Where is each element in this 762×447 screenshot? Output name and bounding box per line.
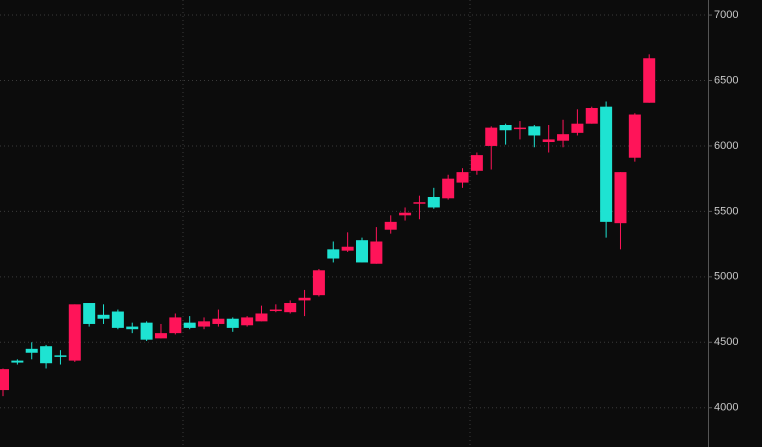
candle-body bbox=[255, 313, 268, 322]
candle-body bbox=[269, 309, 282, 312]
candle-body bbox=[298, 297, 311, 301]
candle-body bbox=[427, 196, 440, 208]
candle-body bbox=[513, 127, 526, 130]
candle-body bbox=[140, 322, 153, 340]
candle-body bbox=[356, 240, 368, 263]
candle-body bbox=[442, 178, 455, 199]
y-tick-label: 4000 bbox=[714, 402, 738, 414]
candle-body bbox=[154, 333, 167, 339]
candle-body bbox=[628, 114, 641, 158]
candle-body bbox=[83, 303, 96, 324]
candle-body bbox=[485, 127, 498, 146]
candle-body bbox=[470, 155, 483, 171]
candle-body bbox=[126, 326, 139, 330]
candle-body bbox=[571, 123, 584, 133]
candle-body bbox=[226, 318, 239, 328]
candle-body bbox=[370, 241, 383, 264]
y-tick-label: 5000 bbox=[714, 271, 738, 283]
candle-body bbox=[25, 348, 38, 353]
candle-body bbox=[614, 172, 627, 224]
candle-body bbox=[499, 125, 512, 131]
candle-body bbox=[413, 202, 426, 204]
candle-body bbox=[40, 346, 53, 364]
candle-body bbox=[111, 311, 124, 328]
y-tick-label: 4500 bbox=[714, 336, 738, 348]
candle-body bbox=[600, 106, 613, 222]
candle-body bbox=[341, 246, 354, 251]
candle-body bbox=[327, 249, 340, 259]
candle-body bbox=[557, 134, 570, 141]
candle-body bbox=[384, 221, 397, 230]
candle-body bbox=[312, 270, 325, 296]
y-tick-label: 6000 bbox=[714, 140, 738, 152]
candle-body bbox=[0, 369, 9, 391]
candle-body bbox=[643, 58, 656, 103]
y-tick-label: 6500 bbox=[714, 74, 738, 86]
candle-body bbox=[542, 139, 555, 143]
y-tick-label: 7000 bbox=[714, 9, 738, 21]
candle-body bbox=[183, 322, 196, 328]
candle-body bbox=[54, 355, 67, 357]
candle-body bbox=[11, 360, 24, 363]
candle-body bbox=[169, 317, 182, 334]
candle-body bbox=[198, 321, 211, 327]
candle-body bbox=[456, 172, 469, 183]
candle-body bbox=[68, 304, 81, 361]
candle-body bbox=[528, 126, 541, 136]
candle-body bbox=[241, 317, 254, 326]
candle-body bbox=[284, 303, 297, 313]
candle-body bbox=[399, 212, 412, 216]
candle-body bbox=[97, 314, 110, 319]
candle-body bbox=[585, 107, 598, 124]
y-tick-label: 5500 bbox=[714, 205, 738, 217]
candle-body bbox=[212, 318, 225, 324]
